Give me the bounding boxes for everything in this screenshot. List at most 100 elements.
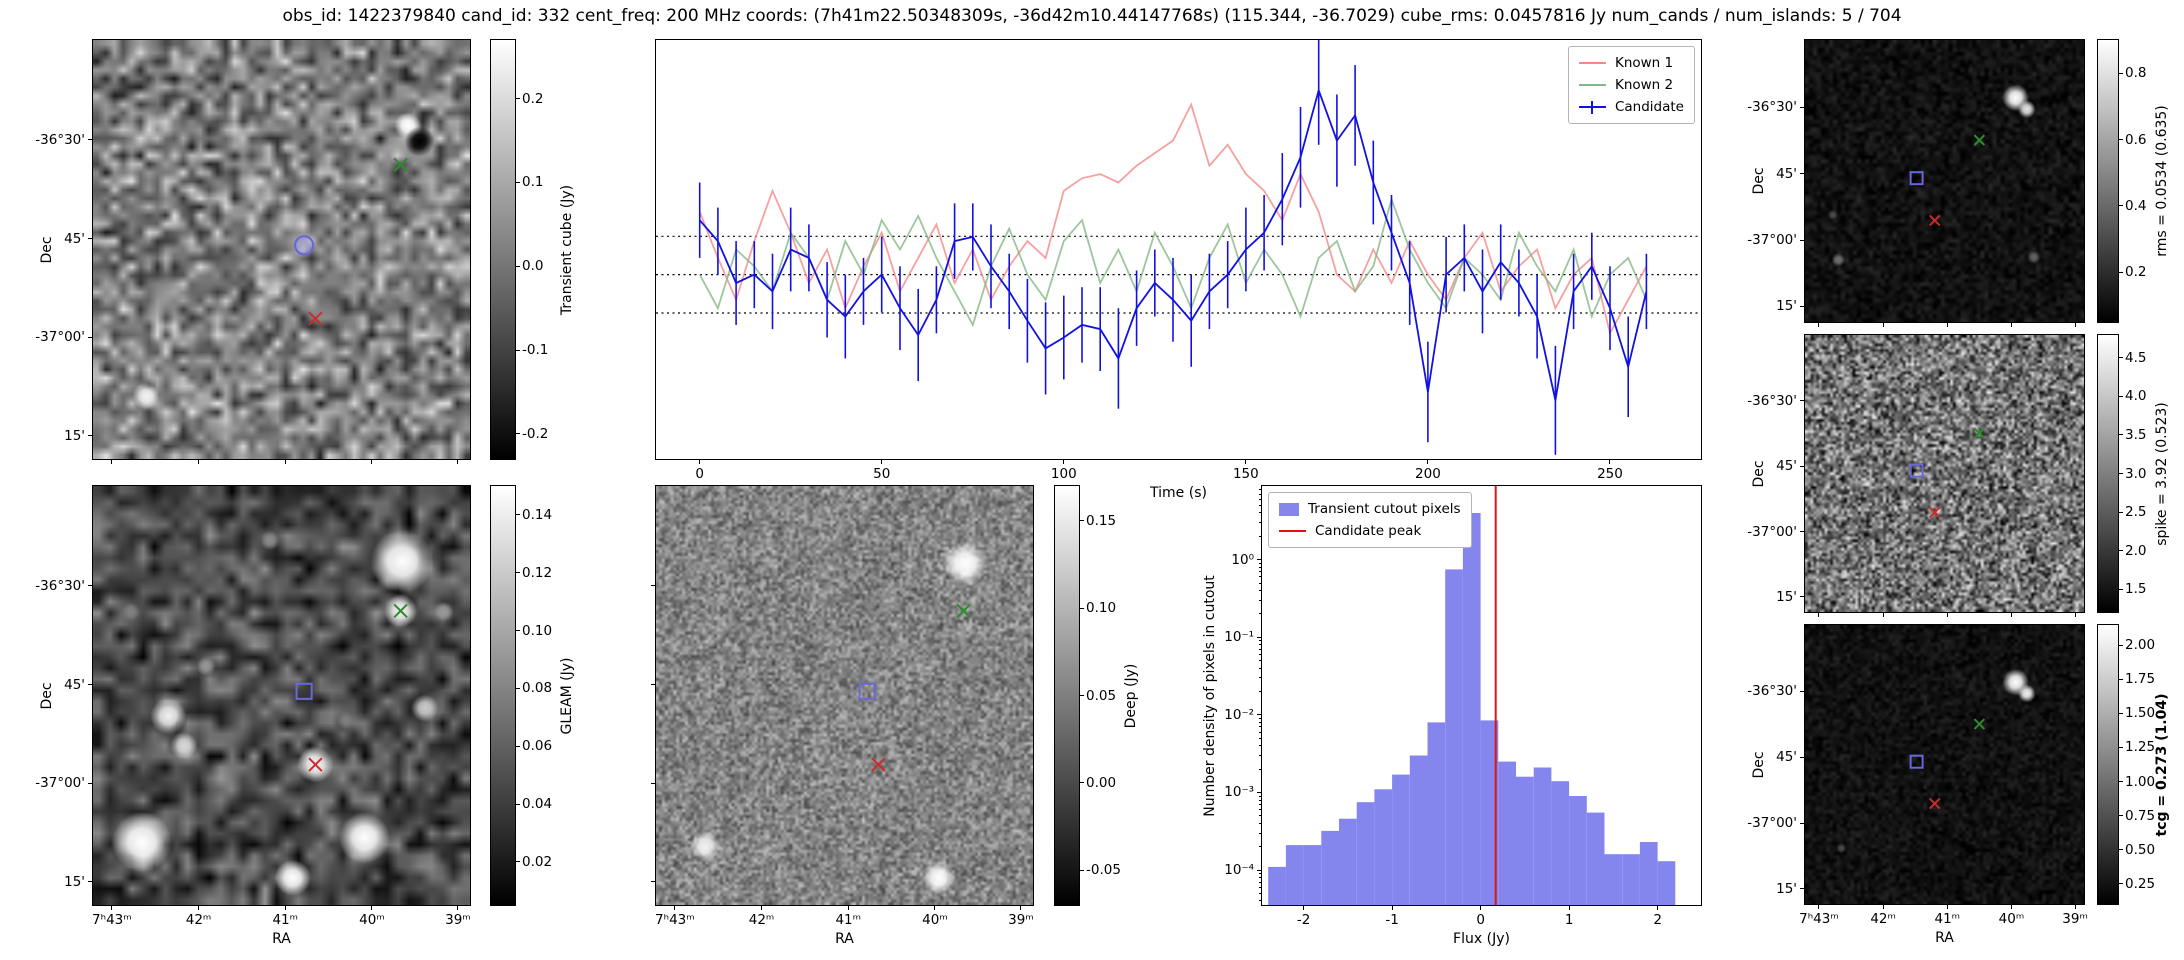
dec-tick-mark bbox=[1800, 305, 1805, 307]
colorbar-tick-mark bbox=[2118, 72, 2123, 74]
colorbar-tick-label: 2.00 bbox=[2125, 637, 2156, 654]
density-minor-tick bbox=[1259, 571, 1262, 573]
time-tick-mark bbox=[1245, 459, 1247, 464]
candidate-position-marker bbox=[295, 682, 313, 700]
gleam-image-canvas bbox=[93, 486, 470, 905]
legend-entry-pixels: Transient cutout pixels bbox=[1279, 498, 1461, 520]
dec-tick-mark bbox=[88, 435, 93, 437]
legend-label: Candidate bbox=[1614, 99, 1684, 115]
time-tick-mark bbox=[1427, 459, 1429, 464]
known2-position-marker bbox=[1973, 427, 1986, 440]
legend-label: Known 2 bbox=[1614, 77, 1674, 93]
density-minor-tick bbox=[1259, 726, 1262, 728]
density-minor-tick bbox=[1259, 731, 1262, 733]
colorbar-tick-label: 0.08 bbox=[522, 680, 553, 697]
dec-tick-mark bbox=[651, 684, 656, 686]
spike-colorbar-label: spike = 3.92 (0.523) bbox=[2154, 401, 2170, 546]
ra-tick-mark bbox=[371, 459, 373, 464]
ra-tick-label: 39ᵐ bbox=[1008, 912, 1034, 928]
marker-overlay bbox=[295, 603, 408, 772]
flux-tick-label: -2 bbox=[1296, 912, 1311, 928]
flux-tick-label: -1 bbox=[1385, 912, 1399, 928]
time-tick-label: 250 bbox=[1597, 466, 1623, 482]
density-minor-tick bbox=[1259, 640, 1262, 642]
dec-tick-mark bbox=[88, 336, 93, 338]
gleam-colorbar-label: GLEAM (Jy) bbox=[559, 657, 575, 734]
colorbar-tick-mark bbox=[2118, 849, 2123, 851]
time-tick-mark bbox=[1063, 459, 1065, 464]
lightcurve-plot bbox=[656, 40, 1701, 455]
ra-tick-mark bbox=[284, 905, 286, 910]
dec-axis-label: Dec bbox=[39, 235, 55, 264]
legend-label: Known 1 bbox=[1614, 55, 1674, 71]
colorbar-tick-mark bbox=[515, 349, 520, 351]
known1-position-marker bbox=[1929, 797, 1941, 810]
time-tick-mark bbox=[881, 459, 883, 464]
time-tick-label: 150 bbox=[1232, 466, 1259, 482]
density-minor-tick bbox=[1259, 504, 1262, 506]
colorbar-tick-label: 0.2 bbox=[522, 90, 544, 107]
dec-tick-mark bbox=[651, 881, 656, 883]
lightcurve-panel: Time (s) Known 1 Known 2 Candidate 0 50 10… bbox=[655, 39, 1702, 501]
deep-colorbar: Deep (Jy) 0.15 0.10 0.05 0.00 -0.05 bbox=[1054, 485, 1139, 906]
dec-tick-mark bbox=[88, 684, 93, 686]
density-tick-label: 10⁻¹ bbox=[1224, 629, 1254, 646]
colorbar-tick-label: 0.1 bbox=[522, 174, 544, 191]
dec-tick-label: 15' bbox=[64, 873, 85, 890]
density-minor-tick bbox=[1259, 691, 1262, 693]
time-tick-label: 200 bbox=[1415, 466, 1441, 482]
colorbar-tick-label: 0.6 bbox=[2125, 131, 2147, 148]
dec-tick-mark bbox=[1800, 239, 1805, 241]
tcg-image-canvas bbox=[1805, 625, 2084, 904]
ra-tick-label: 41ᵐ bbox=[1934, 911, 1961, 927]
density-minor-tick bbox=[1259, 815, 1262, 817]
colorbar-tick-label: 0.0 bbox=[522, 258, 544, 275]
dec-tick-label: 45' bbox=[64, 230, 85, 247]
dec-tick-label: 15' bbox=[1776, 588, 1797, 605]
known2-line-sample bbox=[1578, 84, 1606, 86]
ra-tick-label: 39ᵐ bbox=[2062, 911, 2088, 927]
ra-axis-label: RA bbox=[272, 931, 291, 947]
colorbar-tick-mark bbox=[2118, 473, 2123, 474]
density-minor-tick bbox=[1259, 644, 1262, 646]
ra-tick-label: 42ᵐ bbox=[748, 912, 775, 928]
legend-label: Transient cutout pixels bbox=[1308, 501, 1461, 517]
ra-tick-label: 7ʰ43ᵐ bbox=[655, 912, 695, 928]
ra-tick-label: 41ᵐ bbox=[835, 912, 862, 928]
density-minor-tick bbox=[1259, 582, 1262, 584]
density-minor-tick bbox=[1259, 873, 1262, 875]
colorbar-tick-label: 0.15 bbox=[1086, 512, 1117, 529]
known2-position-marker bbox=[393, 157, 408, 172]
density-minor-tick bbox=[1259, 745, 1262, 747]
spike-map-cutout: Dec -36°30' 45' -37°00' 15' bbox=[1747, 334, 2085, 617]
density-minor-tick bbox=[1259, 613, 1262, 615]
colorbar-tick-mark bbox=[2118, 781, 2123, 783]
colorbar-tick-mark bbox=[2118, 815, 2123, 817]
ra-tick-mark bbox=[847, 905, 849, 910]
marker-overlay bbox=[293, 157, 408, 326]
ra-tick-label: 7ʰ43ᵐ bbox=[1799, 911, 1839, 927]
colorbar-tick-mark bbox=[1079, 782, 1084, 784]
density-minor-tick bbox=[1259, 498, 1262, 500]
dec-tick-mark bbox=[1800, 106, 1805, 108]
dec-tick-label: 15' bbox=[1776, 880, 1797, 897]
dec-tick-mark bbox=[88, 139, 93, 141]
candidate-position-marker bbox=[858, 682, 876, 700]
density-minor-tick bbox=[1259, 768, 1262, 770]
colorbar-tick-mark bbox=[2118, 434, 2123, 436]
errorbar-glyph bbox=[1590, 101, 1593, 114]
colorbar-tick-mark bbox=[515, 803, 520, 805]
rms-image-canvas bbox=[1805, 40, 2084, 322]
colorbar-tick-mark bbox=[2118, 644, 2123, 646]
colorbar-tick-label: 0.00 bbox=[1086, 774, 1117, 791]
known2-position-marker bbox=[956, 603, 971, 618]
candidate-line-sample bbox=[1578, 101, 1606, 114]
colorbar-tick-label: 0.2 bbox=[2125, 264, 2147, 281]
flux-histogram-plot bbox=[1268, 486, 1676, 905]
dec-tick-label: -36°30' bbox=[35, 577, 85, 594]
known2-position-marker bbox=[393, 603, 408, 618]
candidate-position-marker bbox=[293, 235, 315, 256]
dec-axis-label: Dec bbox=[1751, 750, 1767, 779]
density-minor-tick bbox=[1259, 822, 1262, 824]
colorbar-tick-mark bbox=[515, 181, 520, 183]
